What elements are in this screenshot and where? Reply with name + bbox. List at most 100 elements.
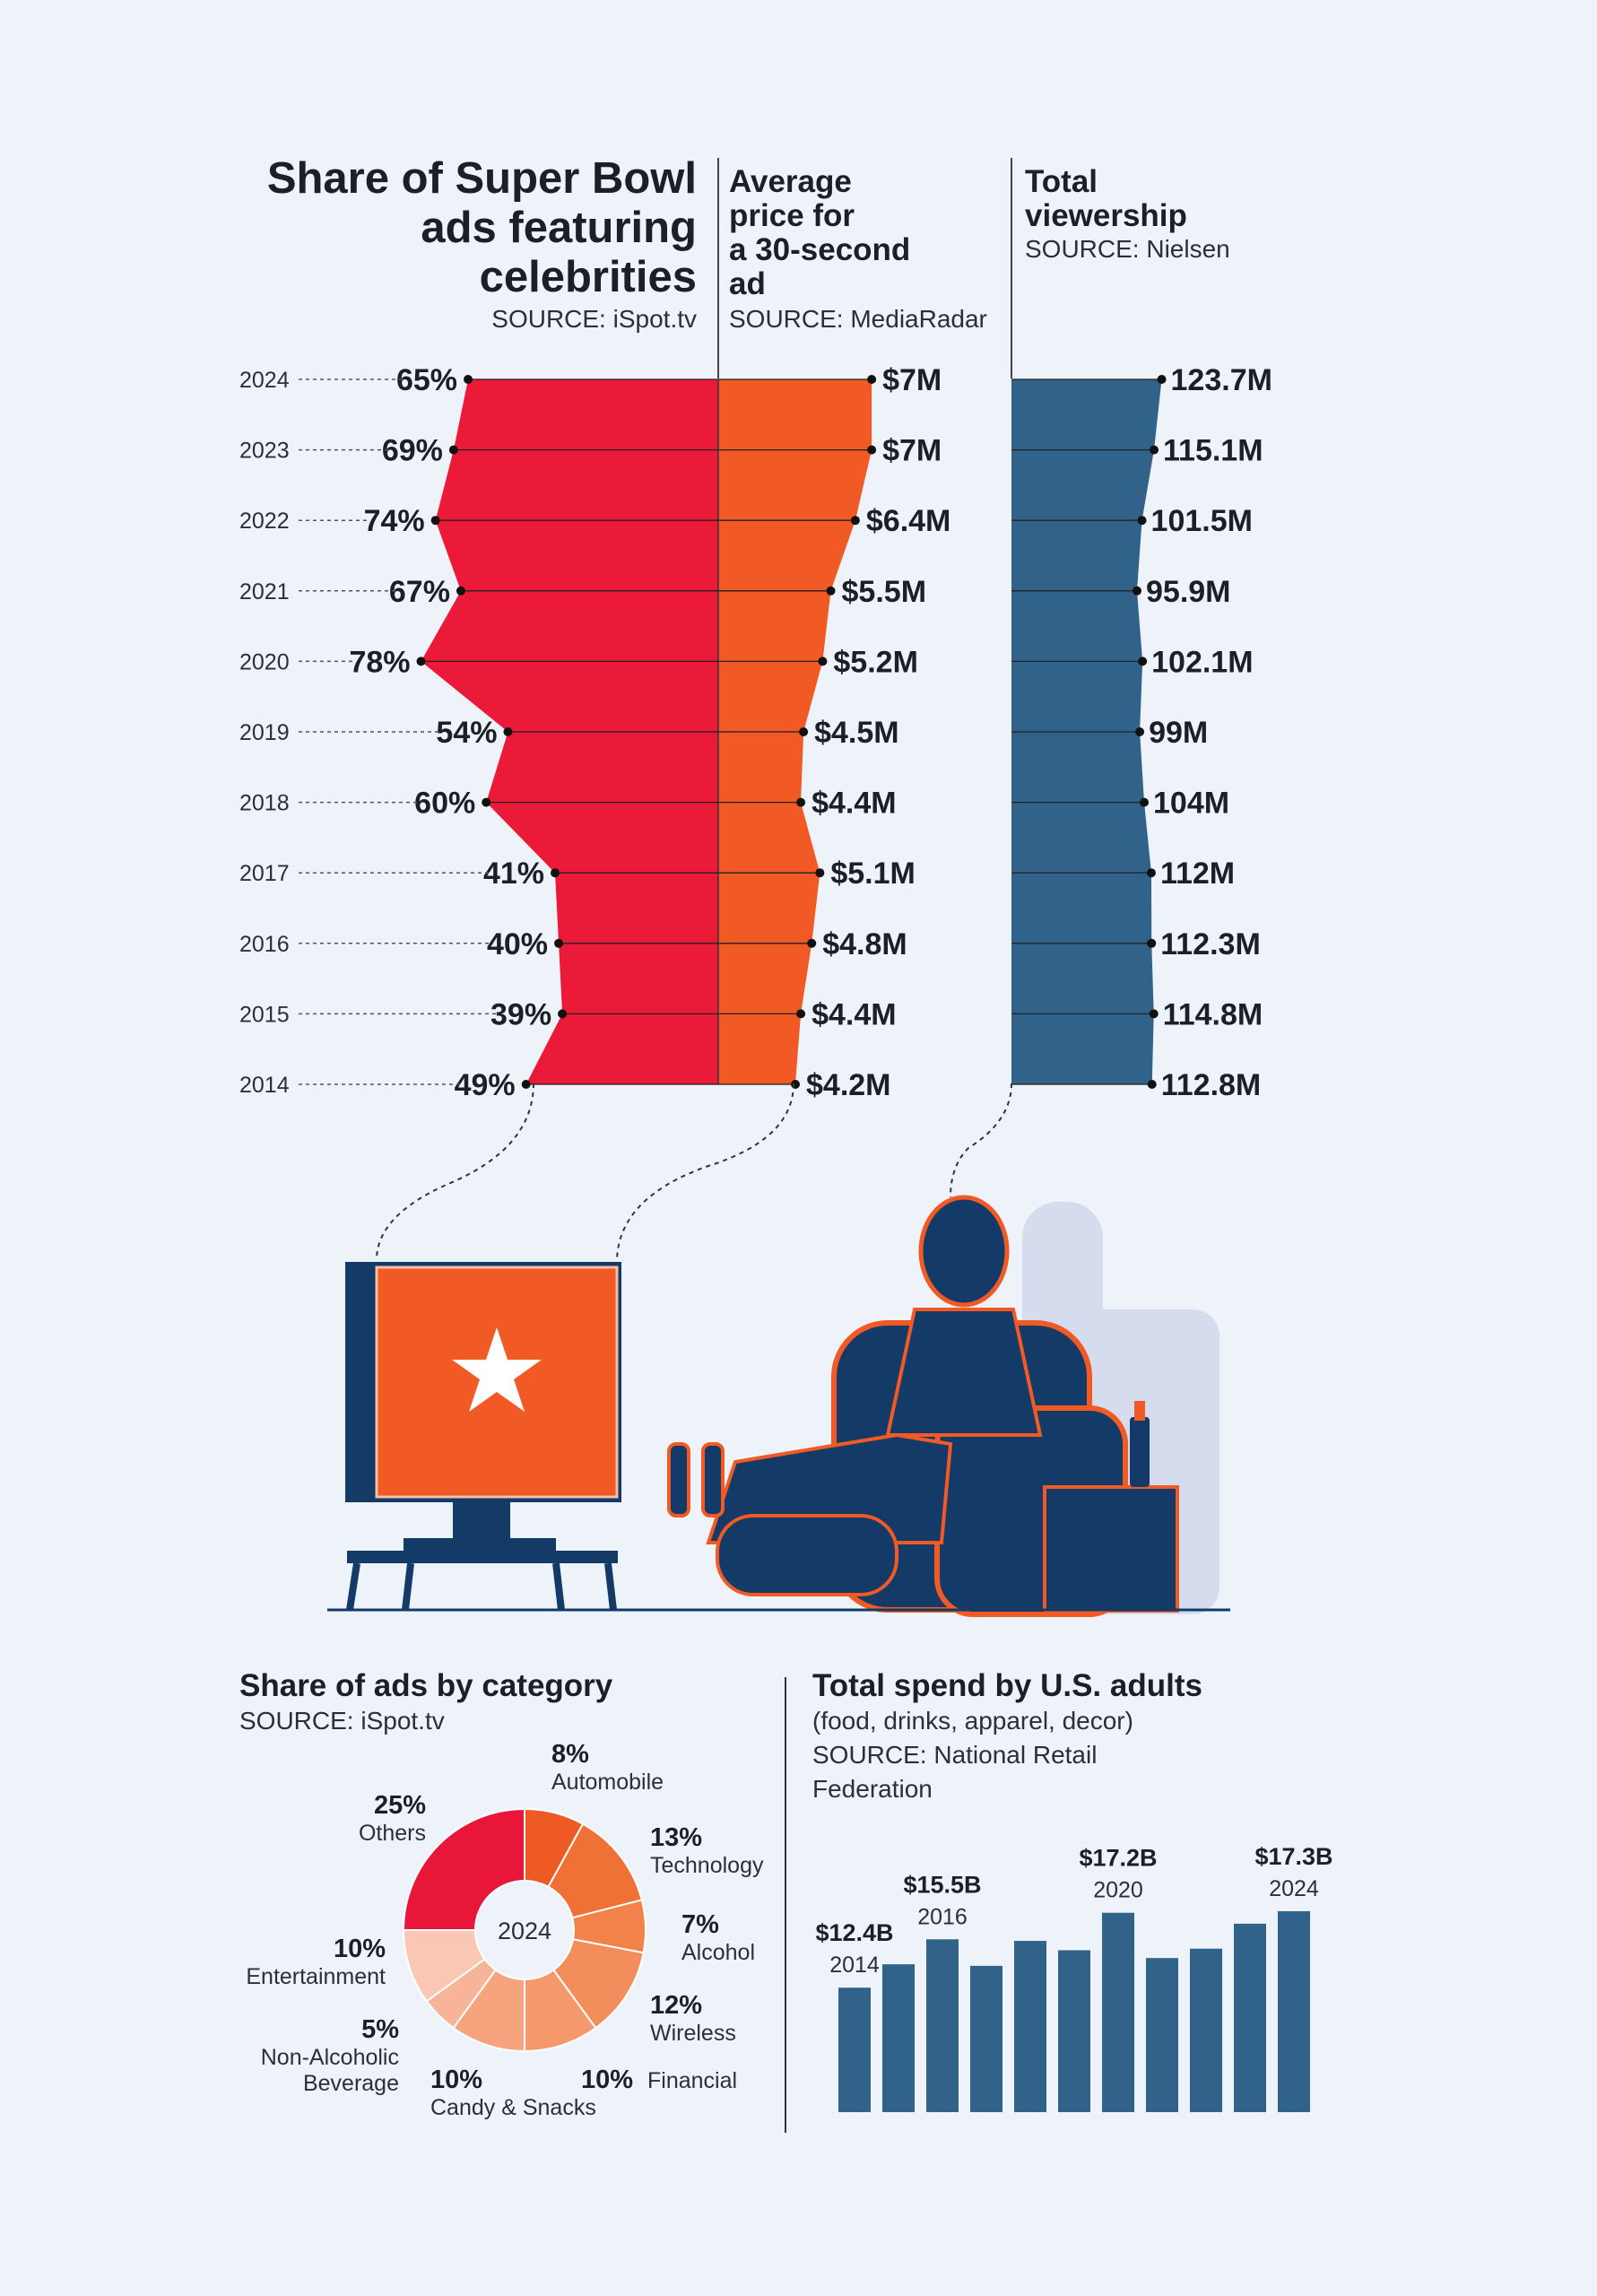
price-chart-title: Average price for a 30-second ad [729, 165, 910, 301]
spend-bar [1234, 1923, 1266, 2112]
price-point [867, 445, 877, 455]
spend-bar [970, 1965, 1002, 2112]
spend-source-line-1: SOURCE: National Retail [812, 1741, 1098, 1769]
celebrity-value-label: 41% [483, 857, 544, 891]
donut-pct: 10% [430, 2066, 482, 2094]
price-value-label: $5.5M [842, 575, 927, 609]
celebrity-value-label: 54% [436, 716, 497, 750]
celebrity-title-line-2: ads featuring [421, 204, 697, 252]
viewer-source: SOURCE: Nielsen [1025, 235, 1230, 263]
donut-label: 13%Technology [650, 1823, 764, 1878]
price-value-label: $7M [882, 363, 942, 397]
celebrity-point [416, 657, 426, 666]
spend-bar [1102, 1912, 1134, 2112]
viewer-point [1150, 445, 1159, 455]
celebrity-chart-title: Share of Super Bowl ads featuring celebr… [195, 154, 697, 302]
year-label: 2015 [239, 1002, 290, 1027]
viewer-illustration [327, 1195, 1230, 1617]
year-label: 2019 [239, 720, 290, 745]
viewer-chart-title: Total viewership [1025, 165, 1187, 233]
donut-category: Financial [647, 2068, 737, 2093]
celebrity-value-label: 69% [382, 434, 443, 468]
donut-category: Technology [650, 1853, 764, 1878]
donut-label: 8%Automobile [551, 1740, 664, 1795]
viewer-point [1133, 586, 1141, 596]
viewer-point [1157, 375, 1167, 384]
price-title-line-2: price for [729, 198, 855, 233]
donut-pct: 7% [681, 1910, 719, 1939]
price-point [796, 797, 806, 807]
celebrity-point [521, 1080, 531, 1089]
donut-category: Beverage [303, 2071, 399, 2096]
donut-label: 10%Candy & Snacks [430, 2066, 596, 2120]
spend-source-line-2: Federation [812, 1775, 933, 1803]
viewer-point [1147, 1080, 1157, 1089]
donut-category: Non-Alcoholic [261, 2045, 399, 2070]
viewer-point [1149, 1009, 1159, 1019]
spend-bar [926, 1939, 959, 2112]
price-value-label: $4.5M [814, 716, 899, 750]
donut-category: Others [359, 1821, 426, 1846]
celebrity-point [456, 586, 465, 596]
year-label: 2018 [239, 791, 290, 816]
price-value-label: $7M [882, 434, 942, 468]
celebrity-value-label: 78% [349, 645, 410, 679]
celebrity-value-label: 60% [414, 787, 475, 821]
donut-label: 10%Entertainment [246, 1935, 386, 1989]
donut-category: Wireless [650, 2021, 736, 2046]
price-value-label: $4.2M [806, 1068, 891, 1102]
price-point [807, 938, 817, 948]
donut-category: Alcohol [681, 1940, 755, 1965]
viewer-value-label: 95.9M [1146, 575, 1231, 609]
celebrity-point [551, 868, 560, 878]
spend-bar [1014, 1941, 1046, 2112]
tv-illustration [345, 1262, 621, 1611]
donut-label: 25%Others [359, 1791, 426, 1846]
celebrity-value-label: 74% [364, 504, 425, 538]
price-title-line-1: Average [729, 164, 852, 199]
donut-slice [402, 1807, 525, 1931]
price-value-label: $4.4M [812, 787, 897, 821]
viewer-value-label: 112.3M [1160, 927, 1261, 961]
price-point [850, 516, 860, 526]
spend-bar [1146, 1958, 1178, 2112]
year-label: 2021 [239, 579, 290, 604]
price-source: SOURCE: MediaRadar [729, 305, 987, 333]
bar-value-label: $12.4B [815, 1919, 893, 1946]
donut-pct: 10% [334, 1935, 386, 1963]
celebrity-value-label: 40% [487, 927, 548, 961]
viewer-value-label: 112M [1160, 857, 1235, 891]
price-point [796, 1009, 806, 1019]
viewer-point [1138, 657, 1148, 666]
bar-year-label: 2020 [1093, 1878, 1143, 1903]
bar-year-label: 2016 [917, 1904, 968, 1929]
price-title-line-4: ad [729, 266, 766, 301]
price-value-label: $5.1M [830, 857, 916, 891]
donut-pct: 25% [374, 1791, 426, 1820]
bar-value-label: $17.3B [1254, 1843, 1332, 1870]
celebrity-point [554, 938, 564, 948]
celebrity-value-label: 39% [490, 997, 551, 1031]
viewer-value-label: 101.5M [1151, 504, 1253, 538]
viewer-value-label: 102.1M [1151, 645, 1253, 679]
donut-pct: 5% [361, 2015, 399, 2044]
donut-label: 10% Financial [581, 2066, 737, 2094]
viewer-point [1147, 938, 1157, 948]
donut-pct: 12% [650, 1991, 702, 2020]
price-value-label: $6.4M [866, 504, 951, 538]
spend-bar [882, 1964, 915, 2112]
viewer-value-label: 112.8M [1161, 1068, 1262, 1102]
donut-pct: 10% [581, 2066, 633, 2094]
viewer-value-label: 99M [1149, 716, 1208, 750]
price-value-label: $5.2M [833, 645, 918, 679]
celebrity-point [448, 445, 458, 455]
bar-year-label: 2024 [1269, 1876, 1319, 1901]
price-point [818, 657, 828, 666]
spend-bar [1058, 1950, 1090, 2112]
viewer-title-line-1: Total [1025, 164, 1098, 199]
star-icon [452, 1327, 542, 1412]
viewer-point [1137, 516, 1147, 526]
viewer-value-label: 104M [1153, 787, 1229, 821]
